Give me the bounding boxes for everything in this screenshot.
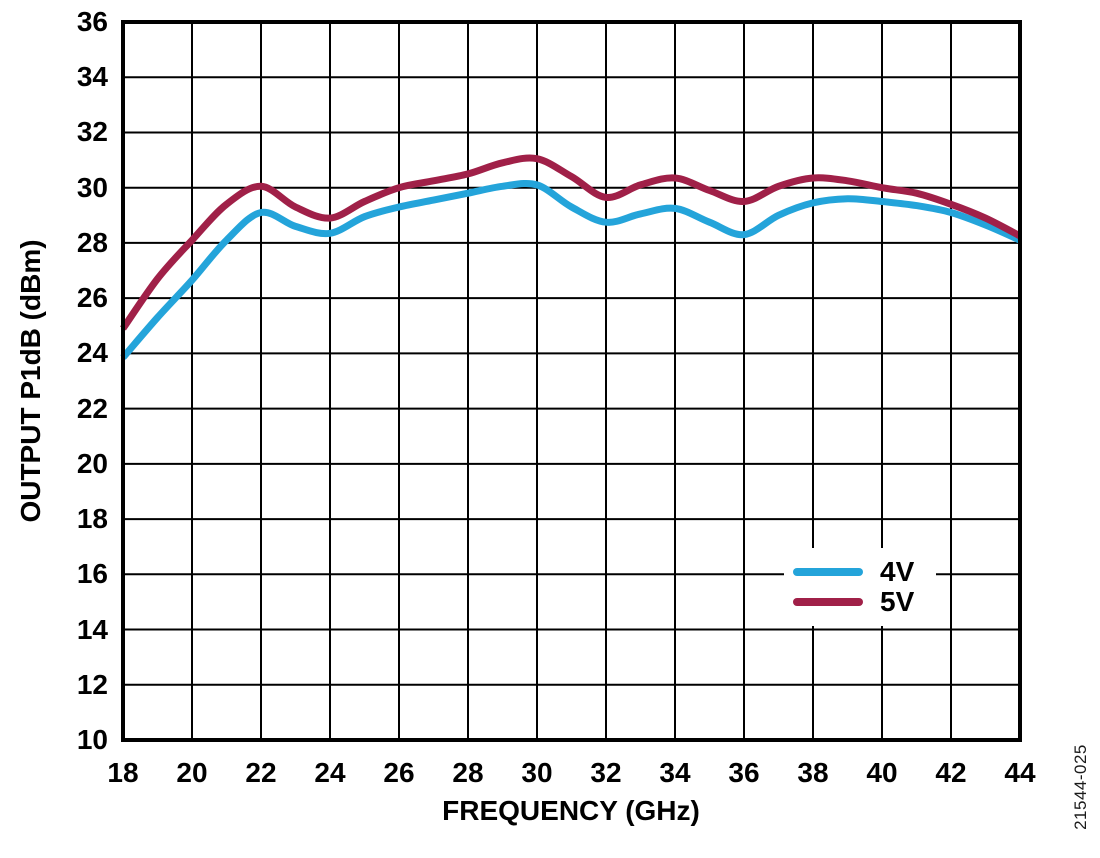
x-tick-label: 24 [314,757,346,788]
legend-label-5v: 5V [880,586,915,617]
data-series [120,154,1022,360]
legend-swatch-5v-icon [793,598,863,606]
y-tick-label: 36 [76,6,108,37]
x-tick-label: 42 [935,757,967,788]
x-tick-label: 26 [383,757,415,788]
x-tick-label: 34 [659,757,691,788]
x-tick-label: 40 [866,757,898,788]
x-tick-label: 36 [728,757,760,788]
legend-swatch-4v-icon [793,568,863,576]
y-tick-label: 24 [76,337,108,369]
y-tick-label: 34 [76,61,108,93]
y-tick-label: 26 [76,282,108,314]
x-tick-label: 32 [590,757,622,788]
x-axis-title: FREQUENCY (GHz) [442,795,700,826]
y-tick-label: 20 [76,447,108,479]
y-tick-label: 22 [76,392,108,424]
y-tick-label: 32 [76,116,108,148]
gridlines [122,21,1021,741]
y-tick-label: 28 [76,226,108,258]
y-tick-label: 14 [76,613,108,645]
x-tick-label: 44 [1004,757,1036,788]
y-axis-title: OUTPUT P1dB (dBm) [15,239,46,523]
y-tick-label: 10 [76,724,108,755]
x-tick-label: 22 [245,757,277,788]
plot-border [121,20,1022,742]
legend-item-5v: 5V [784,587,936,617]
legend: 4V 5V [784,548,936,626]
legend-label-4v: 4V [880,556,915,587]
x-tick-label: 20 [176,757,208,788]
y-tick-label: 30 [76,171,108,203]
series-line-4v [120,179,1022,360]
y-tick-label: 18 [76,503,108,535]
legend-item-4v: 4V [784,557,936,587]
figure-number: 21544-025 [1071,744,1090,830]
series-line-5v [120,154,1022,331]
y-tick-label: 12 [76,668,108,700]
x-tick-label: 28 [452,757,484,788]
y-tick-label: 16 [76,558,108,590]
x-tick-label: 30 [521,757,553,788]
x-tick-label: 18 [107,757,139,788]
x-tick-label: 38 [797,757,829,788]
